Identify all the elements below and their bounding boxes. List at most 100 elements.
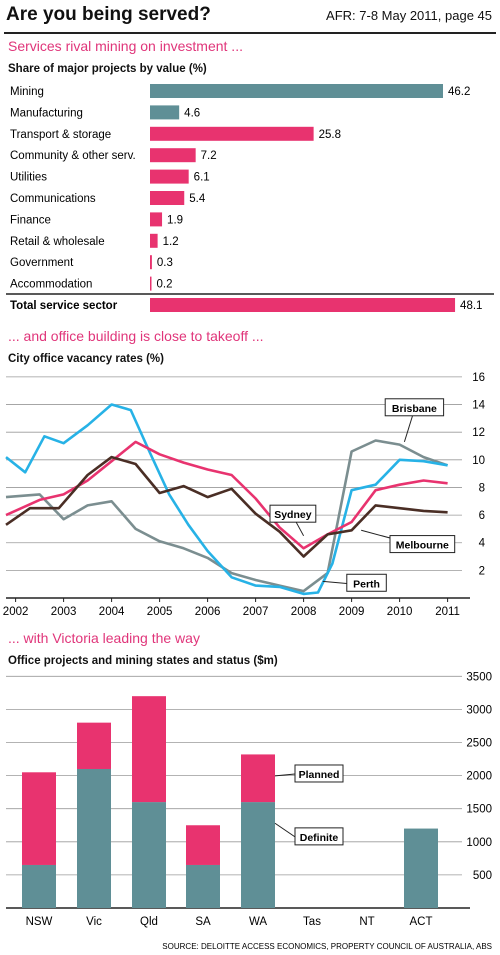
- x-tick-label: NT: [359, 916, 374, 928]
- footer-source: SOURCE: DELOITTE ACCESS ECONOMICS, PROPE…: [162, 942, 492, 951]
- y-tick-label: 3000: [466, 704, 492, 716]
- series-label: Melbourne: [396, 540, 449, 552]
- value-label: 1.9: [167, 214, 183, 226]
- value-label: 0.3: [157, 257, 173, 269]
- series-line-melbourne: [5, 455, 448, 558]
- bar-segment-definite: [77, 768, 111, 908]
- value-label: 25.8: [319, 129, 341, 141]
- value-label: 7.2: [201, 150, 217, 162]
- bar-segment-planned: [132, 696, 166, 803]
- category-label: Finance: [10, 214, 51, 226]
- category-label: Retail & wholesale: [10, 236, 105, 248]
- x-tick-label: 2007: [243, 606, 269, 618]
- value-label: 46.2: [448, 86, 470, 98]
- x-tick-label: 2003: [51, 606, 77, 618]
- x-tick-label: WA: [249, 916, 267, 928]
- bar-segment-definite: [186, 864, 220, 908]
- callout-leader: [274, 822, 296, 838]
- x-tick-label: Qld: [140, 916, 158, 928]
- bar: [150, 148, 196, 163]
- callout-box: [294, 827, 344, 846]
- x-tick-label: Vic: [86, 916, 102, 928]
- bar: [150, 212, 163, 227]
- bar: [150, 191, 185, 205]
- chart2-title: ... and office building is close to take…: [8, 328, 264, 344]
- bar-segment-definite: [404, 828, 438, 908]
- y-tick-label: 2500: [466, 738, 492, 750]
- series-label: Sydney: [274, 509, 312, 521]
- x-tick-label: SA: [195, 916, 211, 928]
- bar: [150, 169, 189, 184]
- bar-segment-definite: [241, 802, 275, 908]
- category-label: Total service sector: [10, 300, 118, 312]
- callout-box: [389, 535, 456, 554]
- category-label: Transport & storage: [10, 129, 111, 141]
- series-line-perth: [5, 403, 448, 596]
- source-citation: AFR: 7-8 May 2011, page 45: [326, 8, 492, 23]
- y-tick-label: 2: [479, 565, 485, 577]
- x-tick-label: 2009: [339, 606, 365, 618]
- y-tick-label: 10: [472, 455, 485, 467]
- series-label: Brisbane: [392, 403, 437, 415]
- y-tick-label: 1500: [466, 804, 492, 816]
- category-label: Utilities: [10, 172, 47, 184]
- y-tick-label: 12: [472, 427, 485, 439]
- series-line-sydney: [5, 440, 448, 550]
- chart2-subtitle: City office vacancy rates (%): [8, 353, 164, 365]
- callout-box: [346, 573, 387, 592]
- series-line-brisbane: [5, 439, 449, 593]
- series-label: Perth: [353, 578, 380, 590]
- y-tick-label: 14: [472, 400, 485, 412]
- value-label: 0.2: [157, 279, 173, 291]
- category-label: Communications: [10, 193, 96, 205]
- bar: [150, 84, 443, 98]
- category-label: Manufacturing: [10, 107, 83, 119]
- value-label: 5.4: [189, 193, 206, 205]
- x-tick-label: Tas: [303, 916, 321, 928]
- value-label: 6.1: [194, 172, 210, 184]
- chart3-subtitle: Office projects and mining states and st…: [8, 655, 278, 667]
- bar-segment-definite: [132, 802, 166, 908]
- bar: [150, 255, 152, 270]
- x-tick-label: 2004: [99, 606, 125, 618]
- chart1-title: Services rival mining on investment ...: [8, 38, 243, 54]
- y-tick-label: 2000: [466, 771, 492, 783]
- value-label: 4.6: [184, 107, 200, 119]
- bar: [150, 298, 456, 312]
- callout-box: [294, 764, 344, 783]
- bar-segment-planned: [77, 722, 111, 769]
- bar: [150, 276, 152, 291]
- callout-box: [384, 398, 445, 417]
- series-label: Planned: [299, 769, 340, 781]
- y-tick-label: 6: [479, 510, 485, 522]
- y-tick-label: 16: [472, 372, 485, 384]
- y-tick-label: 1000: [466, 837, 492, 849]
- bar: [150, 126, 314, 141]
- y-tick-label: 4: [479, 538, 486, 550]
- top-divider: [4, 32, 496, 34]
- x-tick-label: 2005: [147, 606, 173, 618]
- page-title: Are you being served?: [6, 4, 211, 25]
- x-tick-label: NSW: [26, 916, 53, 928]
- stacked-bar-chart: 500 1000 1500 2000 2500 3000 3500 NSW Vic Qld SA WA…: [6, 671, 492, 951]
- value-label: 1.2: [163, 236, 179, 248]
- bar-segment-planned: [22, 772, 56, 865]
- x-tick-label: 2010: [387, 606, 413, 618]
- chart3-title: ... with Victoria leading the way: [8, 630, 200, 646]
- y-tick-label: 500: [473, 870, 492, 882]
- y-tick-label: 8: [479, 482, 485, 494]
- x-tick-label: 2006: [195, 606, 221, 618]
- bar: [150, 105, 180, 120]
- x-tick-label: 2011: [435, 606, 460, 618]
- bar-segment-planned: [241, 754, 275, 803]
- bar-segment-definite: [22, 864, 56, 908]
- callout-box: [269, 504, 317, 523]
- line-chart: 2 4 6 8 10 12 14 16 2002 2003 2004 2005 2006 2007 2008…: [3, 372, 486, 618]
- category-label: Mining: [10, 86, 44, 98]
- bar: [150, 233, 158, 248]
- hbar-chart: Mining 46.2 Manufacturing 4.6 Transport & st…: [6, 84, 494, 312]
- x-tick-label: 2002: [3, 606, 29, 618]
- category-label: Community & other serv.: [10, 150, 136, 162]
- callout-leader: [274, 773, 296, 777]
- value-label: 48.1: [460, 300, 482, 312]
